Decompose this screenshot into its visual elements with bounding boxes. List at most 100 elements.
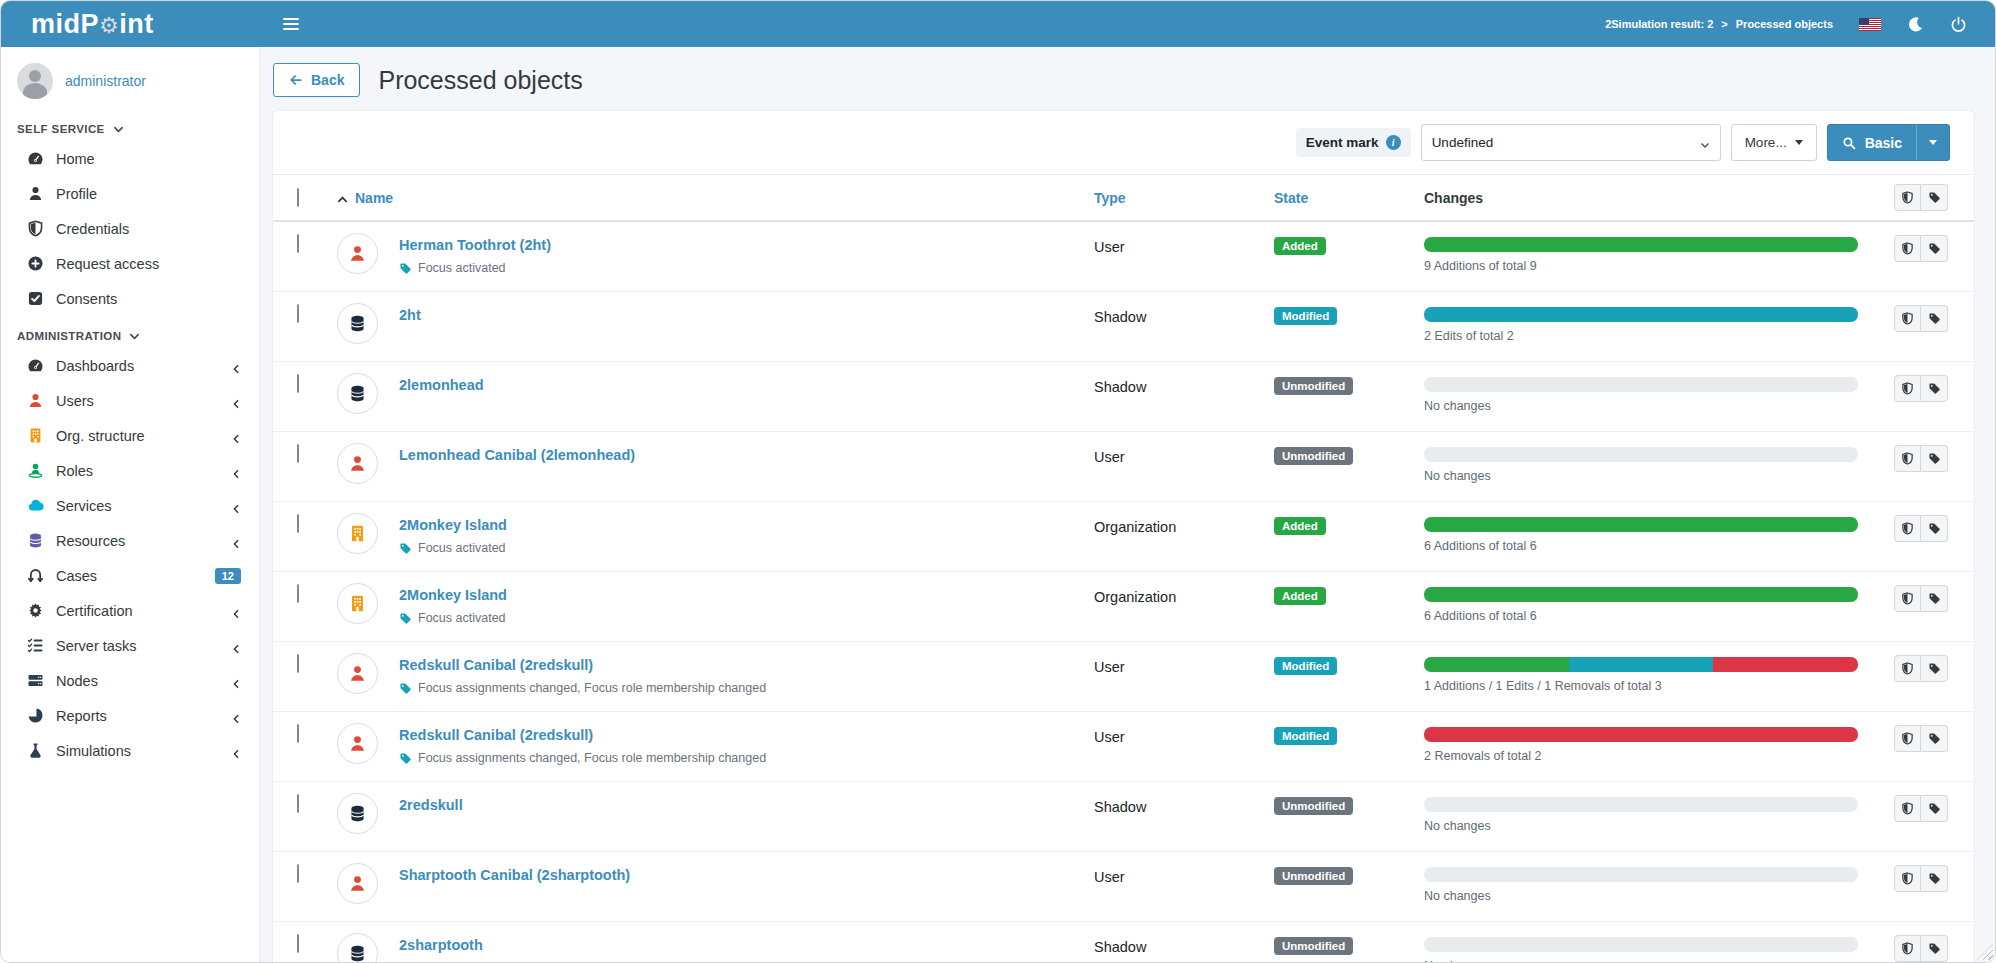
- sidebar-section-administration[interactable]: ADMINISTRATION: [1, 316, 259, 348]
- row-checkbox[interactable]: [297, 374, 299, 393]
- object-name-link[interactable]: 2Monkey Island: [399, 587, 507, 603]
- tag-icon: [1928, 732, 1941, 745]
- row-checkbox[interactable]: [297, 794, 299, 813]
- search-mode-caret[interactable]: [1916, 125, 1949, 160]
- object-name-link[interactable]: Herman Toothrot (2ht): [399, 237, 551, 253]
- row-checkbox[interactable]: [297, 934, 299, 953]
- mark-tag-button[interactable]: [1921, 585, 1948, 612]
- changes-label: No changes: [1424, 399, 1894, 413]
- row-actions: [1894, 725, 1950, 752]
- shield-half-icon: [1901, 872, 1914, 885]
- sidebar-item-consents[interactable]: Consents: [1, 281, 259, 316]
- shield-half-icon: [1901, 382, 1914, 395]
- state-badge: Unmodified: [1274, 377, 1353, 395]
- sidebar-item-dashboards[interactable]: Dashboards: [1, 348, 259, 383]
- row-checkbox[interactable]: [297, 584, 299, 603]
- sidebar-item-home[interactable]: Home: [1, 141, 259, 176]
- mark-tag-button[interactable]: [1921, 795, 1948, 822]
- mark-tag-button[interactable]: [1921, 515, 1948, 542]
- arrow-left-icon: [289, 73, 303, 87]
- more-filters-button[interactable]: More...: [1731, 124, 1817, 161]
- column-header-state[interactable]: State: [1274, 190, 1424, 206]
- mark-tag-button[interactable]: [1921, 725, 1948, 752]
- mark-protected-button[interactable]: [1894, 795, 1921, 822]
- sidebar-item-cases[interactable]: Cases 12: [1, 558, 259, 593]
- dark-mode-moon-icon[interactable]: [1907, 16, 1924, 33]
- tag-icon: [1928, 942, 1941, 955]
- sidebar-item-server-tasks[interactable]: Server tasks: [1, 628, 259, 663]
- mark-tag-button[interactable]: [1921, 375, 1948, 402]
- mark-tag-button[interactable]: [1921, 655, 1948, 682]
- tag-icon: [1928, 452, 1941, 465]
- sidebar-item-resources[interactable]: Resources: [1, 523, 259, 558]
- user-name-link[interactable]: administrator: [65, 73, 146, 89]
- object-name-link[interactable]: 2lemonhead: [399, 377, 484, 393]
- mark-protected-button[interactable]: [1894, 305, 1921, 332]
- basic-search-button[interactable]: Basic: [1827, 124, 1950, 161]
- mark-tag-button[interactable]: [1921, 865, 1948, 892]
- mark-protected-button[interactable]: [1894, 585, 1921, 612]
- info-icon[interactable]: i: [1386, 135, 1401, 150]
- mark-protected-button[interactable]: [1894, 935, 1921, 962]
- mark-protected-button[interactable]: [1894, 445, 1921, 472]
- sidebar-item-simulations[interactable]: Simulations: [1, 733, 259, 768]
- roles-icon: [27, 462, 44, 479]
- menu-toggle-icon[interactable]: [283, 18, 299, 30]
- row-checkbox[interactable]: [297, 514, 299, 533]
- column-header-type[interactable]: Type: [1094, 190, 1274, 206]
- mark-protected-button[interactable]: [1894, 725, 1921, 752]
- row-checkbox[interactable]: [297, 864, 299, 883]
- object-name-link[interactable]: Lemonhead Canibal (2lemonhead): [399, 447, 635, 463]
- mark-protected-button[interactable]: [1894, 865, 1921, 892]
- mark-protected-button[interactable]: [1894, 184, 1921, 211]
- sidebar-item-users[interactable]: Users: [1, 383, 259, 418]
- sidebar-item-services[interactable]: Services: [1, 488, 259, 523]
- sidebar-item-roles[interactable]: Roles: [1, 453, 259, 488]
- shield-half-icon: [1901, 452, 1914, 465]
- state-badge: Unmodified: [1274, 797, 1353, 815]
- mark-protected-button[interactable]: [1894, 235, 1921, 262]
- row-checkbox[interactable]: [297, 444, 299, 463]
- sidebar-item-certification[interactable]: Certification: [1, 593, 259, 628]
- sidebar-item-profile[interactable]: Profile: [1, 176, 259, 211]
- mark-protected-button[interactable]: [1894, 375, 1921, 402]
- mark-tag-button[interactable]: [1921, 935, 1948, 962]
- back-button[interactable]: Back: [273, 63, 360, 97]
- object-name-link[interactable]: Sharptooth Canibal (2sharptooth): [399, 867, 630, 883]
- mark-tag-button[interactable]: [1921, 445, 1948, 472]
- object-name-link[interactable]: Redskull Canibal (2redskull): [399, 727, 593, 743]
- event-mark-subtitle: Focus activated: [399, 541, 1094, 555]
- breadcrumb-parent[interactable]: 2Simulation result: 2: [1605, 18, 1713, 30]
- changes-progress-bar: [1424, 237, 1858, 252]
- row-checkbox[interactable]: [297, 304, 299, 323]
- sidebar-item-request-access[interactable]: Request access: [1, 246, 259, 281]
- select-all-checkbox[interactable]: [297, 188, 299, 207]
- row-checkbox[interactable]: [297, 724, 299, 743]
- row-checkbox[interactable]: [297, 654, 299, 673]
- mark-protected-button[interactable]: [1894, 655, 1921, 682]
- mark-tag-button[interactable]: [1921, 305, 1948, 332]
- column-header-name[interactable]: Name: [337, 190, 1094, 206]
- object-name-link[interactable]: 2ht: [399, 307, 421, 323]
- sidebar-item-reports[interactable]: Reports: [1, 698, 259, 733]
- object-name-link[interactable]: 2redskull: [399, 797, 463, 813]
- mark-tag-button[interactable]: [1921, 184, 1948, 211]
- shield-half-icon: [1901, 802, 1914, 815]
- row-checkbox[interactable]: [297, 234, 299, 253]
- locale-flag-icon[interactable]: [1859, 18, 1881, 31]
- mark-tag-button[interactable]: [1921, 235, 1948, 262]
- chevron-left-icon: [231, 466, 241, 476]
- logout-power-icon[interactable]: [1950, 16, 1967, 33]
- event-mark-select[interactable]: Undefined: [1421, 124, 1721, 161]
- object-name-link[interactable]: 2sharptooth: [399, 937, 483, 953]
- mark-protected-button[interactable]: [1894, 515, 1921, 542]
- object-name-link[interactable]: 2Monkey Island: [399, 517, 507, 533]
- changes-label: No changes: [1424, 959, 1894, 962]
- sidebar-item-org-structure[interactable]: Org. structure: [1, 418, 259, 453]
- sidebar-item-nodes[interactable]: Nodes: [1, 663, 259, 698]
- sidebar-item-credentials[interactable]: Credentials: [1, 211, 259, 246]
- tag-icon: [1928, 592, 1941, 605]
- object-name-link[interactable]: Redskull Canibal (2redskull): [399, 657, 593, 673]
- sidebar-section-self-service[interactable]: SELF SERVICE: [1, 109, 259, 141]
- midpoint-logo[interactable]: midP⚙int: [1, 9, 259, 40]
